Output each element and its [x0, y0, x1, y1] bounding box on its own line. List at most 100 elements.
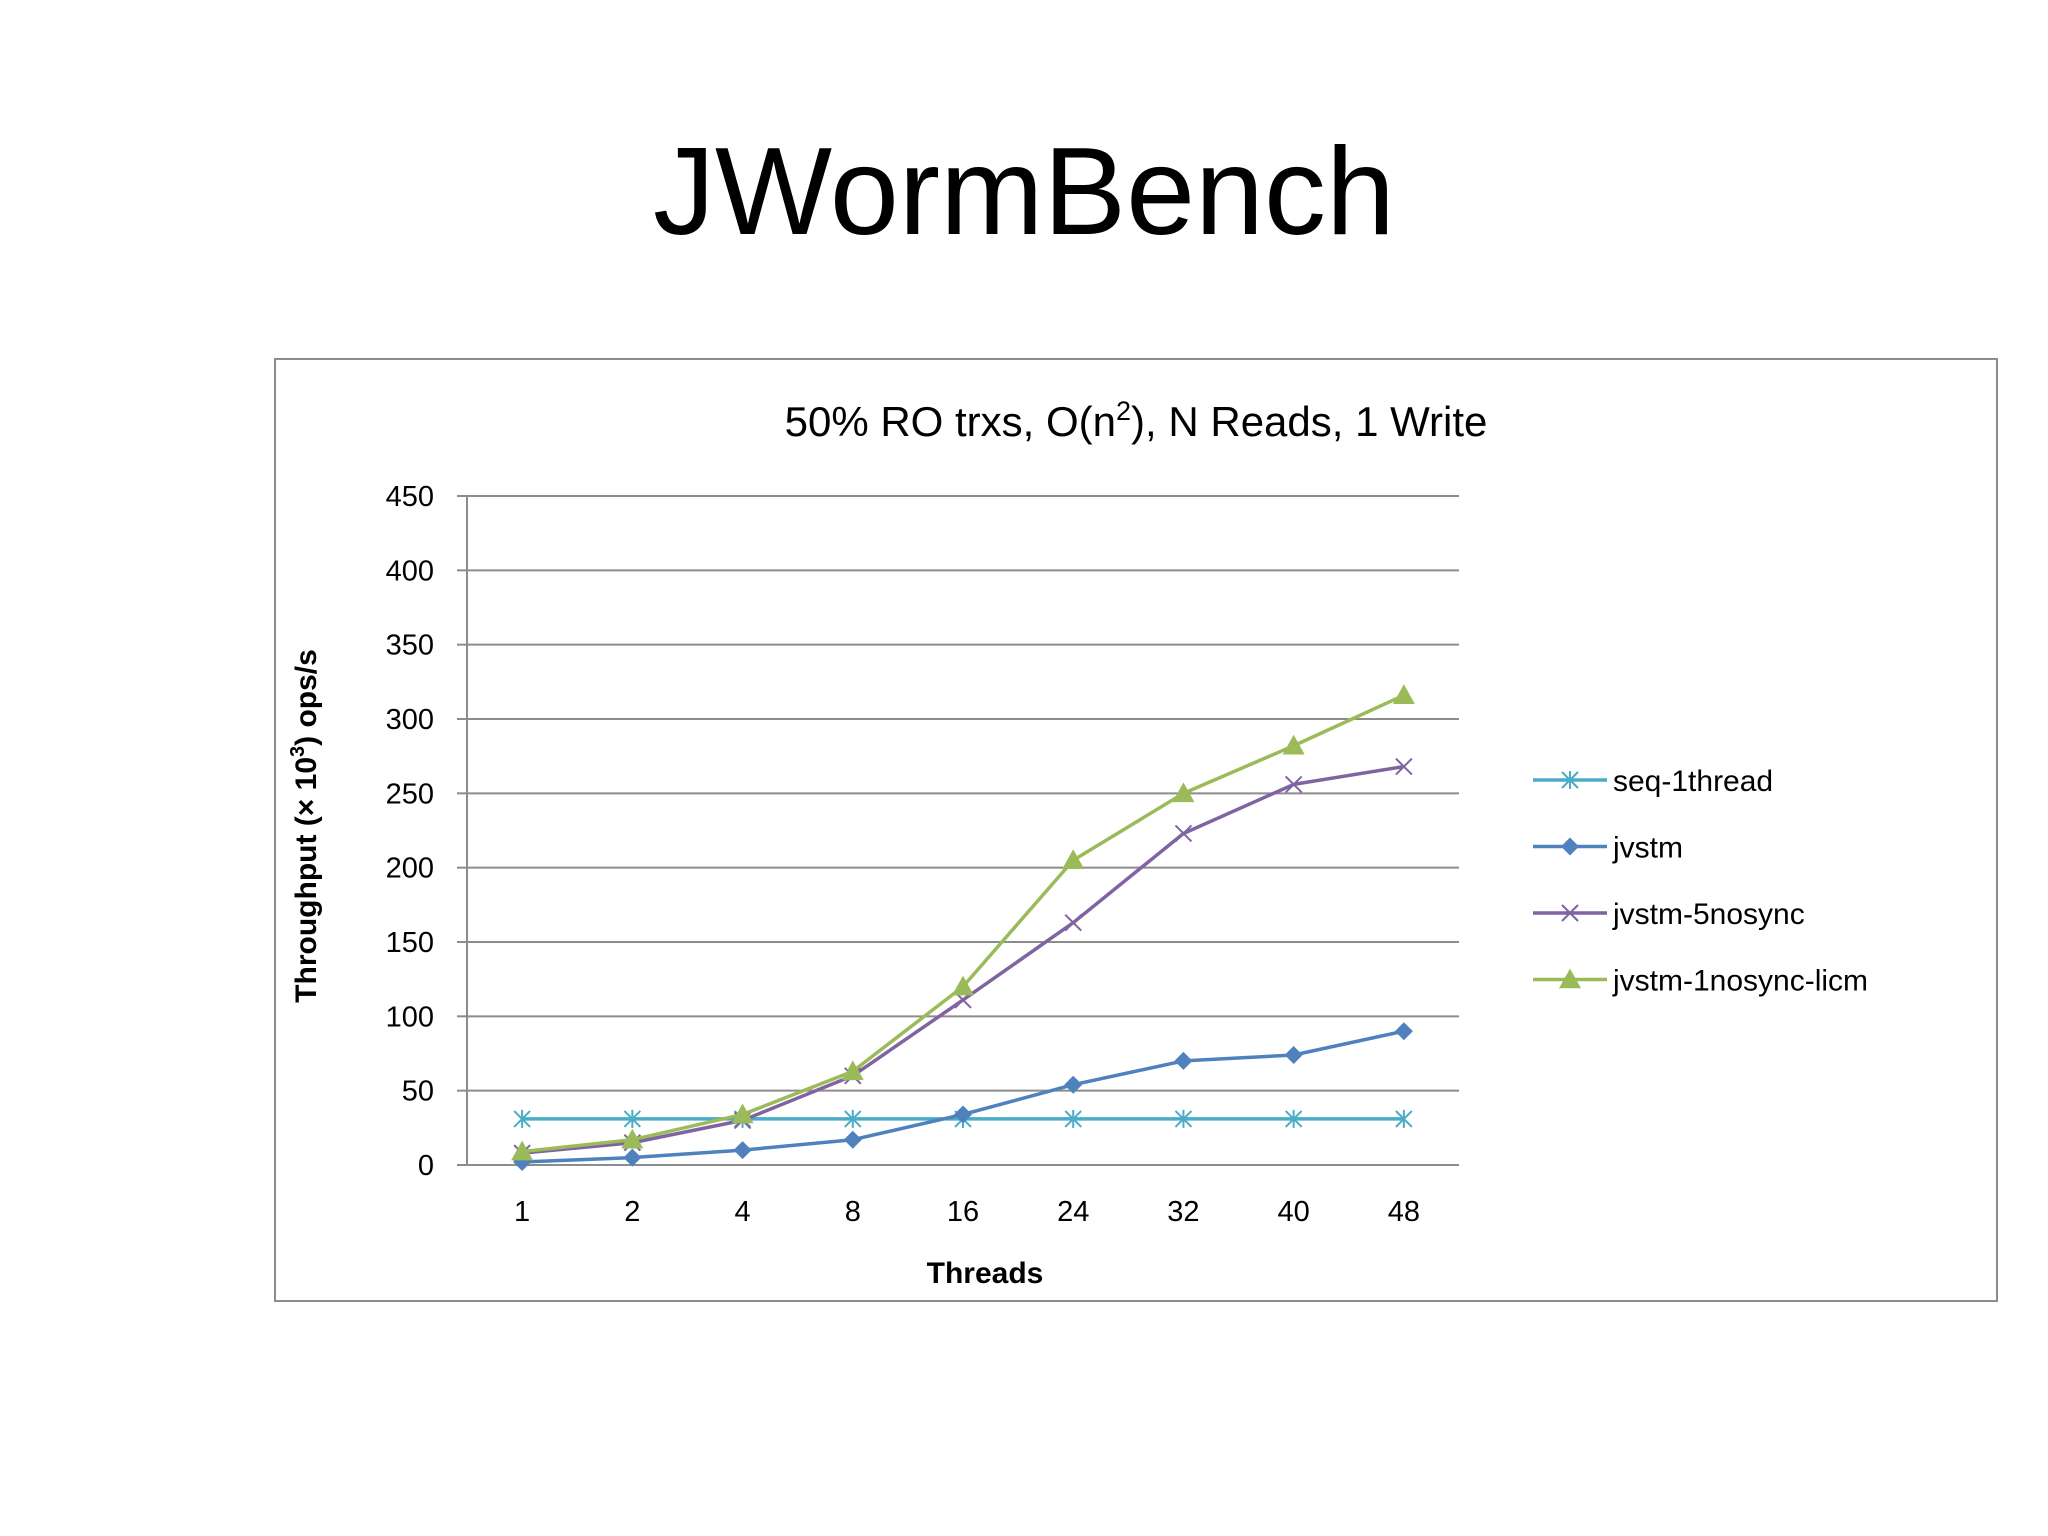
data-point: [1062, 849, 1085, 870]
data-point: [954, 1105, 972, 1124]
data-point: [731, 1103, 754, 1124]
data-point: [1284, 1045, 1303, 1064]
legend-marker-stroke: [1561, 904, 1579, 922]
y-tick-label: 0: [418, 1150, 434, 1182]
data-point: [1395, 1109, 1413, 1128]
data-point: [1174, 824, 1193, 843]
series-jvstm: [513, 1022, 1413, 1172]
data-point-stroke: [1064, 913, 1082, 932]
series: [511, 684, 1415, 1172]
data-point: [1174, 1109, 1193, 1128]
x-tick-label: 16: [947, 1196, 979, 1228]
data-point-shape: [1392, 684, 1415, 705]
data-point: [1395, 757, 1413, 776]
y-tick-label: 300: [386, 704, 434, 736]
x-tick-label: 32: [1167, 1196, 1199, 1228]
data-point-stroke: [1395, 757, 1413, 776]
data-point-shape: [621, 1128, 644, 1149]
data-point: [621, 1128, 644, 1149]
legend-marker: [1561, 904, 1579, 922]
y-tick-label: 250: [386, 778, 434, 810]
y-tick-label: 150: [386, 927, 434, 959]
y-axis-title-post: ) ops/s: [290, 649, 323, 746]
x-tick-label: 1: [514, 1196, 530, 1228]
y-tick-label: 100: [386, 1001, 434, 1033]
y-tick-label: 200: [386, 853, 434, 885]
data-point: [1284, 775, 1303, 794]
data-point: [841, 1060, 864, 1081]
data-point: [843, 1130, 862, 1149]
x-tick-label: 40: [1278, 1196, 1310, 1228]
y-axis-title: Throughput (× 103) ops/s: [287, 649, 323, 1003]
legend-entry: seq-1thread: [1533, 765, 1773, 798]
data-point-stroke: [1284, 775, 1303, 794]
data-point: [1284, 1109, 1303, 1128]
data-point: [513, 1109, 531, 1128]
chart-frame: [274, 358, 1998, 1302]
data-point-shape: [954, 1105, 972, 1124]
data-point-shape: [1394, 1022, 1413, 1041]
y-tick-label: 50: [402, 1076, 434, 1108]
x-tick-label: 4: [734, 1196, 750, 1228]
data-point-stroke: [1174, 824, 1193, 843]
x-tick-label: 48: [1388, 1196, 1420, 1228]
data-point-shape: [1174, 1051, 1193, 1070]
y-tick-label: 450: [386, 481, 434, 513]
x-tick-label: 24: [1057, 1196, 1089, 1228]
data-point: [1392, 684, 1415, 705]
data-point: [1064, 1075, 1083, 1094]
legend-entry: jvstm-1nosync-licm: [1533, 965, 1868, 998]
legend-label: jvstm-5nosync: [1612, 898, 1805, 931]
x-axis-title: Threads: [927, 1257, 1044, 1290]
legend-label: seq-1thread: [1613, 765, 1773, 798]
legend-marker: [1561, 771, 1579, 789]
y-tick-label: 400: [386, 555, 434, 587]
data-point-shape: [731, 1103, 754, 1124]
slide-title: JWormBench: [653, 123, 1395, 261]
data-point-shape: [511, 1140, 534, 1161]
data-point: [733, 1141, 752, 1160]
legend-entry: jvstm: [1533, 832, 1683, 865]
x-tick-label: 2: [624, 1196, 640, 1228]
data-point-shape: [841, 1060, 864, 1081]
data-point: [1064, 1109, 1082, 1128]
data-point-shape: [733, 1141, 752, 1160]
series-jvstm-1nosync-licm: [511, 684, 1415, 1161]
legend-marker-shape: [1559, 968, 1581, 989]
y-tick-label: 350: [386, 630, 434, 662]
legend-label: jvstm-1nosync-licm: [1612, 965, 1868, 998]
x-tick-labels: 1 2 4 8 16 24 32 40 48: [514, 1196, 1420, 1228]
data-point-shape: [1064, 1075, 1083, 1094]
y-axis-title-sup: 3: [287, 746, 309, 757]
axes: [457, 495, 468, 1166]
data-point-shape: [1062, 849, 1085, 870]
data-point: [1174, 1051, 1193, 1070]
data-point-shape: [1282, 734, 1305, 755]
data-point: [1172, 782, 1195, 803]
data-point: [952, 975, 974, 996]
data-point: [1282, 734, 1305, 755]
y-axis-title-pre: Throughput (× 10: [290, 757, 323, 1003]
legend-label: jvstm: [1612, 832, 1683, 865]
data-point: [623, 1148, 642, 1167]
data-point: [623, 1109, 642, 1128]
legend-marker: [1559, 968, 1581, 989]
data-point-shape: [1172, 782, 1195, 803]
data-point-shape: [843, 1130, 862, 1149]
y-tick-labels: 0 50 100 150 200 250 300 350 400 450: [386, 481, 434, 1182]
chart-title-main: 50% RO trxs, O(n: [785, 398, 1116, 445]
data-point-shape: [952, 975, 974, 996]
legend-marker: [1561, 837, 1579, 856]
legend-entry: jvstm-5nosync: [1533, 898, 1805, 931]
data-point-shape: [623, 1148, 642, 1167]
legend-marker-shape: [1561, 837, 1579, 856]
x-tick-label: 8: [845, 1196, 861, 1228]
data-point: [844, 1109, 862, 1128]
data-point: [1064, 913, 1082, 932]
chart-title-sup: 2: [1116, 396, 1131, 426]
chart-title-rest: ), N Reads, 1 Write: [1131, 398, 1487, 445]
data-point-shape: [1284, 1045, 1303, 1064]
legend: seq-1thread jvstm jvstm-5nosync jvstm-1nosy…: [1533, 765, 1868, 998]
grid-lines: [467, 495, 1459, 1166]
